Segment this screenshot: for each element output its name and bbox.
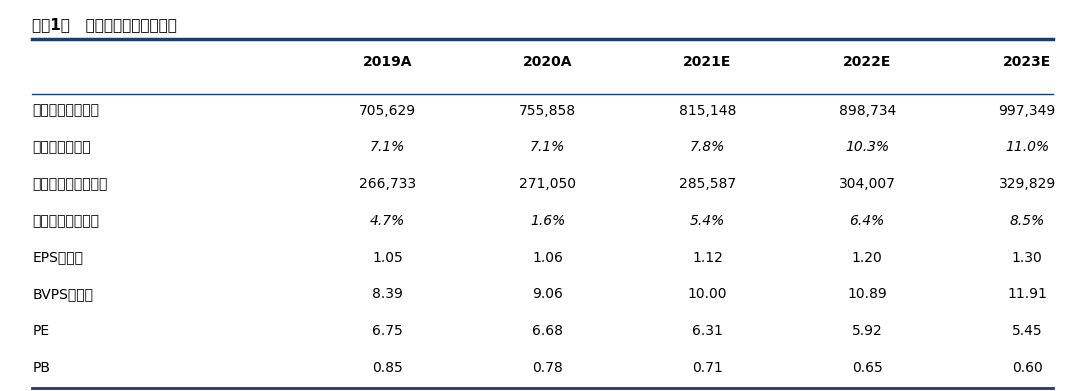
Text: 0.71: 0.71 bbox=[692, 361, 723, 375]
Text: 2023E: 2023E bbox=[1003, 55, 1051, 69]
Text: 10.89: 10.89 bbox=[848, 287, 887, 301]
Text: 898,734: 898,734 bbox=[838, 104, 896, 118]
Text: BVPS（元）: BVPS（元） bbox=[32, 287, 93, 301]
Text: 0.65: 0.65 bbox=[852, 361, 882, 375]
Text: 8.39: 8.39 bbox=[373, 287, 403, 301]
Text: 5.45: 5.45 bbox=[1012, 324, 1042, 338]
Text: 2022E: 2022E bbox=[843, 55, 891, 69]
Text: 9.06: 9.06 bbox=[532, 287, 563, 301]
Text: PB: PB bbox=[32, 361, 51, 375]
Text: 图表1：   建设银行盈利预测简表: 图表1： 建设银行盈利预测简表 bbox=[32, 18, 177, 32]
Text: 285,587: 285,587 bbox=[679, 177, 735, 191]
Text: 6.68: 6.68 bbox=[532, 324, 563, 338]
Text: 5.4%: 5.4% bbox=[690, 214, 725, 228]
Text: 755,858: 755,858 bbox=[519, 104, 576, 118]
Text: 1.06: 1.06 bbox=[532, 251, 563, 265]
Text: 815,148: 815,148 bbox=[678, 104, 737, 118]
Text: 归母净利润增长率: 归母净利润增长率 bbox=[32, 214, 99, 228]
Text: 304,007: 304,007 bbox=[839, 177, 895, 191]
Text: 2019A: 2019A bbox=[363, 55, 413, 69]
Text: 0.78: 0.78 bbox=[532, 361, 563, 375]
Text: 6.75: 6.75 bbox=[373, 324, 403, 338]
Text: 8.5%: 8.5% bbox=[1010, 214, 1044, 228]
Text: 2020A: 2020A bbox=[523, 55, 572, 69]
Text: 归母净利润（百万）: 归母净利润（百万） bbox=[32, 177, 108, 191]
Text: 1.12: 1.12 bbox=[692, 251, 723, 265]
Text: 997,349: 997,349 bbox=[998, 104, 1056, 118]
Text: 1.05: 1.05 bbox=[373, 251, 403, 265]
Text: 1.20: 1.20 bbox=[852, 251, 882, 265]
Text: PE: PE bbox=[32, 324, 50, 338]
Text: 2021E: 2021E bbox=[684, 55, 731, 69]
Text: 705,629: 705,629 bbox=[360, 104, 416, 118]
Text: 271,050: 271,050 bbox=[519, 177, 576, 191]
Text: 10.3%: 10.3% bbox=[846, 140, 889, 154]
Text: 1.30: 1.30 bbox=[1012, 251, 1042, 265]
Text: 0.60: 0.60 bbox=[1012, 361, 1042, 375]
Text: 6.31: 6.31 bbox=[692, 324, 723, 338]
Text: 6.4%: 6.4% bbox=[850, 214, 885, 228]
Text: 5.92: 5.92 bbox=[852, 324, 882, 338]
Text: 266,733: 266,733 bbox=[360, 177, 416, 191]
Text: 7.8%: 7.8% bbox=[690, 140, 725, 154]
Text: 营业收入增长率: 营业收入增长率 bbox=[32, 140, 91, 154]
Text: 11.91: 11.91 bbox=[1008, 287, 1047, 301]
Text: 4.7%: 4.7% bbox=[370, 214, 405, 228]
Text: 7.1%: 7.1% bbox=[370, 140, 405, 154]
Text: 7.1%: 7.1% bbox=[530, 140, 565, 154]
Text: 0.85: 0.85 bbox=[373, 361, 403, 375]
Text: 11.0%: 11.0% bbox=[1005, 140, 1049, 154]
Text: 10.00: 10.00 bbox=[688, 287, 727, 301]
Text: 1.6%: 1.6% bbox=[530, 214, 565, 228]
Text: 329,829: 329,829 bbox=[998, 177, 1056, 191]
Text: 营业收入（百万）: 营业收入（百万） bbox=[32, 104, 99, 118]
Text: EPS（元）: EPS（元） bbox=[32, 251, 83, 265]
